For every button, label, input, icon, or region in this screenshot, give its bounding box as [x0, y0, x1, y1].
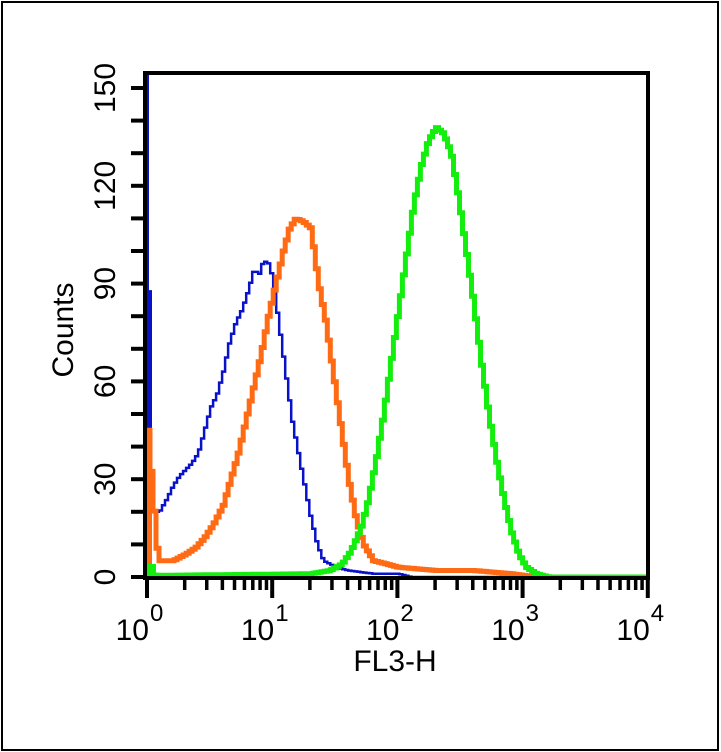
x-tick-exponent: 3 [526, 600, 539, 627]
y-tick-label: 60 [89, 365, 122, 398]
x-tick-label: 101 [241, 600, 289, 647]
x-tick-exponent: 1 [275, 600, 288, 627]
x-tick-exponent: 4 [651, 600, 664, 627]
x-tick-base: 10 [491, 614, 524, 647]
y-tick-label: 150 [89, 63, 122, 113]
y-tick-label: 120 [89, 161, 122, 211]
y-axis-ticks [131, 86, 145, 579]
first-bin-spike-green-top [146, 563, 156, 578]
y-axis-tick-labels: 0 30 60 90 120 150 [89, 63, 122, 585]
x-axis-ticks [145, 578, 650, 598]
histogram-curves [144, 75, 649, 580]
y-tick-label: 90 [89, 267, 122, 300]
histogram-series-1 [144, 216, 649, 580]
x-tick-label: 100 [116, 600, 164, 647]
x-axis-title: FL3-H [353, 645, 436, 678]
x-tick-exponent: 0 [150, 600, 163, 627]
x-tick-label: 104 [616, 600, 664, 647]
x-tick-base: 10 [616, 614, 649, 647]
x-tick-label: 103 [491, 600, 539, 647]
x-tick-base: 10 [116, 614, 149, 647]
x-tick-base: 10 [241, 614, 274, 647]
x-tick-label: 102 [366, 600, 414, 647]
x-tick-exponent: 2 [400, 600, 413, 627]
y-tick-label: 0 [89, 569, 122, 586]
first-bin-spike-orange-top [146, 430, 152, 577]
y-axis-title: Counts [47, 282, 80, 377]
y-tick-label: 30 [89, 463, 122, 496]
histogram-series-2 [144, 125, 649, 580]
x-tick-base: 10 [366, 614, 399, 647]
